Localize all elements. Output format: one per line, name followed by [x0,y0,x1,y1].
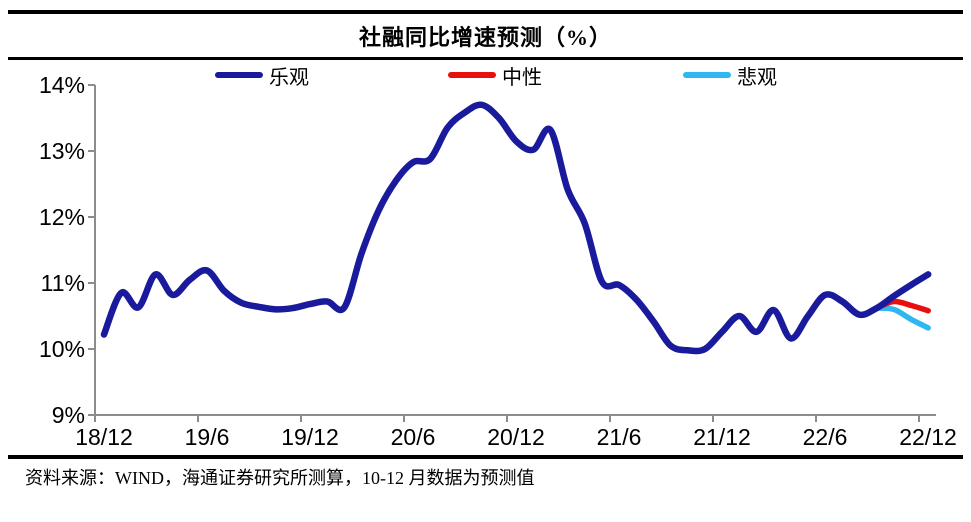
x-tick-label: 20/12 [487,424,545,450]
y-tick-label: 12% [39,204,85,230]
legend-label-optimistic: 乐观 [269,66,309,89]
y-axis-ticks: 14% 13% 12% 11% 10% 9% [39,72,95,428]
x-tick-label: 22/6 [803,424,848,450]
y-tick-label: 11% [41,270,85,296]
x-tick-label: 18/12 [75,424,133,450]
chart-title: 社融同比增速预测（%） [358,25,612,50]
y-tick-label: 10% [39,336,85,362]
title-divider [8,57,963,60]
y-tick-label: 9% [52,402,85,428]
neutral-line-swatch [448,72,496,78]
optimistic-line-swatch [215,72,263,78]
source-note: 资料来源：WIND，海通证券研究所测算，10-12 月数据为预测值 [25,468,535,488]
legend-label-pessimistic: 悲观 [737,66,777,89]
pessimistic-line-swatch [683,72,731,78]
axes [94,85,936,416]
x-axis-ticks: 18/12 19/6 19/12 20/6 20/12 21/6 21/12 22/6 22/1… [75,415,957,450]
x-tick-label: 21/12 [693,424,751,450]
legend-item-pessimistic: 悲观 [683,64,777,89]
legend-label-neutral: 中性 [502,66,542,89]
bottom-divider [8,455,963,459]
legend-item-neutral: 中性 [448,64,542,89]
chart-legend: 乐观 中性 悲观 [0,64,971,89]
series-optimistic-line [100,101,932,355]
series-pessimistic-line [873,305,931,331]
x-tick-label: 20/6 [391,424,436,450]
x-tick-label: 21/6 [597,424,642,450]
y-tick-label: 13% [39,138,85,164]
x-tick-label: 19/6 [185,424,230,450]
x-tick-label: 22/12 [899,424,957,450]
top-divider [8,10,963,14]
x-tick-label: 19/12 [281,424,339,450]
y-tick-label: 14% [39,72,85,98]
legend-item-optimistic: 乐观 [215,64,309,89]
